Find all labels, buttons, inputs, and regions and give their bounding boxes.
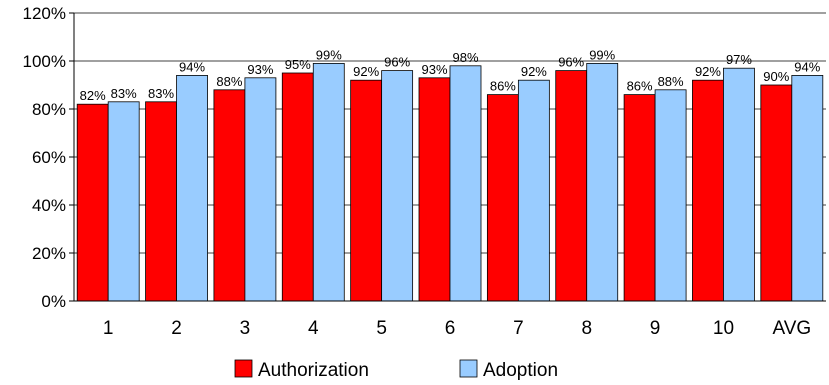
bar-authorization-10 — [692, 79, 724, 302]
bar-adoption-avg — [791, 75, 824, 302]
data-label: 95% — [285, 57, 311, 72]
y-tick-label: 80% — [32, 100, 66, 119]
data-label: 83% — [111, 86, 137, 101]
x-tick-label: 1 — [103, 318, 114, 339]
data-label: 96% — [384, 55, 410, 70]
data-label: 99% — [316, 47, 342, 62]
x-tick-label: 2 — [171, 318, 182, 339]
legend: Authorization Adoption — [234, 359, 558, 381]
y-tick-label: 20% — [32, 244, 66, 263]
bar-adoption-7 — [517, 79, 550, 302]
data-label: 97% — [726, 52, 752, 67]
y-tick-label: 120% — [23, 4, 66, 23]
x-tick-label: 3 — [240, 318, 251, 339]
x-tick-label: 4 — [308, 318, 319, 339]
bar-adoption-4 — [312, 63, 345, 302]
data-label: 93% — [247, 62, 273, 77]
bar-adoption-5 — [381, 70, 414, 302]
data-label: 92% — [521, 64, 547, 79]
y-tick-label: 40% — [32, 196, 66, 215]
bar-adoption-3 — [244, 77, 277, 302]
bar-authorization-6 — [418, 77, 451, 302]
bar-adoption-1 — [107, 101, 140, 302]
bar-authorization-8 — [555, 70, 588, 302]
data-label: 88% — [216, 74, 242, 89]
bar-authorization-4 — [281, 72, 314, 302]
data-label: 86% — [627, 79, 653, 94]
bar-adoption-9 — [654, 89, 687, 302]
y-tick-label: 100% — [23, 52, 66, 71]
bar-adoption-6 — [449, 65, 482, 302]
bar-adoption-10 — [723, 67, 755, 302]
data-labels: 82% 83% 83% 94% 88% 93% 95% 99% 92% 96% 93% 98% 86% 9… — [80, 47, 821, 103]
x-tick-label: 8 — [581, 318, 592, 339]
data-label: 92% — [353, 64, 379, 79]
x-tick-label: 9 — [650, 318, 661, 339]
x-tick-label: 5 — [376, 318, 387, 339]
data-label: 99% — [589, 47, 615, 62]
data-label: 83% — [148, 86, 174, 101]
data-label: 94% — [794, 59, 820, 74]
bar-authorization-1 — [76, 103, 109, 302]
legend-swatch-authorization — [234, 359, 253, 378]
bars — [76, 63, 824, 302]
y-tick-label: 60% — [32, 148, 66, 167]
data-label: 96% — [558, 55, 584, 70]
bar-adoption-8 — [586, 63, 619, 302]
data-label: 98% — [452, 50, 478, 65]
legend-swatch-adoption — [459, 359, 478, 378]
bar-authorization-5 — [350, 79, 383, 302]
data-label: 90% — [763, 69, 789, 84]
legend-label-authorization: Authorization — [258, 360, 369, 381]
x-tick-label: AVG — [772, 318, 811, 339]
x-tick-label: 7 — [513, 318, 524, 339]
data-label: 94% — [179, 59, 205, 74]
bar-authorization-3 — [213, 89, 246, 302]
x-tick-label: 10 — [713, 318, 734, 339]
data-label: 82% — [80, 88, 106, 103]
axes: 0% 20% 40% 60% 80% 100% 120% 1 2 3 4 5 6 7 8 9 10 AVG — [23, 4, 826, 339]
data-label: 93% — [421, 62, 447, 77]
data-label: 88% — [658, 74, 684, 89]
bar-authorization-avg — [760, 84, 793, 302]
bar-authorization-2 — [145, 101, 177, 302]
bar-authorization-9 — [623, 94, 656, 302]
legend-label-adoption: Adoption — [483, 360, 558, 381]
data-label: 92% — [695, 64, 721, 79]
bar-adoption-2 — [176, 75, 208, 302]
y-tick-label: 0% — [41, 292, 66, 311]
bar-authorization-7 — [486, 94, 519, 302]
x-tick-label: 6 — [445, 318, 456, 339]
data-label: 86% — [490, 79, 516, 94]
